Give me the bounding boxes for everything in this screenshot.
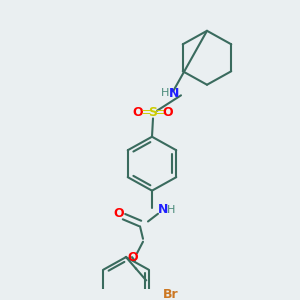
Text: O: O — [133, 106, 143, 119]
Text: O: O — [128, 250, 138, 264]
Text: O: O — [114, 207, 124, 220]
Text: =: = — [155, 106, 165, 119]
Text: =: = — [141, 106, 151, 119]
Text: Br: Br — [163, 288, 178, 300]
Text: H: H — [161, 88, 169, 98]
Text: N: N — [158, 203, 168, 216]
Text: H: H — [167, 205, 175, 215]
Text: S: S — [148, 106, 158, 119]
Text: N: N — [169, 87, 179, 100]
Text: O: O — [163, 106, 173, 119]
